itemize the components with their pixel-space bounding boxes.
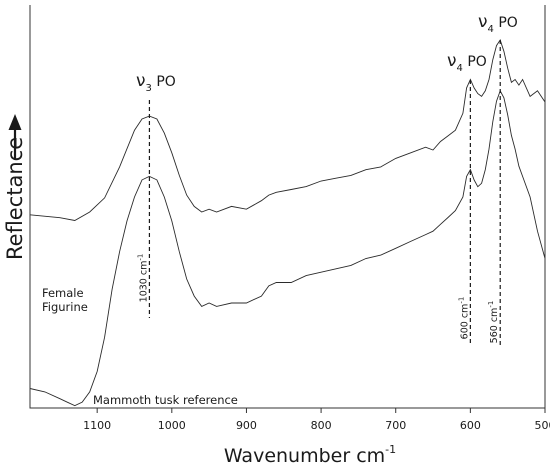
peak-wavenumber-sup: -1 — [136, 254, 144, 261]
x-axis-ticks: 1100 1000 900 800 700 600 500 — [83, 408, 550, 432]
plot-frame — [29, 5, 546, 409]
series-mammoth-tusk-line — [29, 89, 546, 407]
peak-band-label: ν4 PO — [478, 12, 518, 35]
peak-wavenumber-label: 560 cm-1 — [487, 301, 500, 344]
peak-band-subscript: 4 — [457, 63, 463, 74]
peak-band-group: PO — [494, 15, 518, 31]
peak-wavenumber-label: 600 cm-1 — [457, 297, 470, 340]
x-axis-title-text: Wavenumber cm — [224, 445, 385, 467]
x-axis-title: Wavenumber cm-1 — [224, 443, 396, 467]
y-axis-arrow — [8, 114, 22, 160]
x-tick-label: 1000 — [158, 419, 186, 432]
peak-band-label: ν4 PO — [447, 51, 487, 74]
peak-wavenumber-sup: -1 — [457, 297, 465, 304]
peak-band-subscript: 4 — [488, 24, 494, 35]
peak-band-label: ν3 PO — [136, 71, 176, 94]
x-tick-label: 500 — [535, 419, 550, 432]
peak-band-group: PO — [463, 54, 487, 70]
x-tick-label: 800 — [311, 419, 332, 432]
series-label-female-figurine: Female Figurine — [42, 286, 88, 314]
peak-wavenumber-sup: -1 — [487, 301, 495, 308]
peak-band-subscript: 3 — [146, 83, 152, 94]
peak-wavenumber-value: 1030 cm — [138, 261, 149, 303]
series-female-figurine-line — [29, 38, 546, 221]
plot-area — [29, 38, 546, 407]
x-axis-title-sup: -1 — [385, 443, 396, 456]
x-tick-label: 1100 — [83, 419, 111, 432]
x-tick-label: 600 — [460, 419, 481, 432]
series-label-female-line1: Female — [42, 286, 84, 300]
series-label-mammoth-tusk: Mammoth tusk reference — [93, 393, 238, 407]
peak-band-symbol: ν — [447, 51, 457, 71]
series-label-female-line2: Figurine — [42, 300, 88, 314]
x-tick-label: 900 — [236, 419, 257, 432]
peak-band-symbol: ν — [136, 71, 146, 91]
peak-wavenumber-value: 560 cm — [489, 308, 500, 344]
x-tick-label: 700 — [385, 419, 406, 432]
peak-band-group: PO — [152, 74, 176, 90]
peak-wavenumber-value: 600 cm — [459, 304, 470, 340]
peak-wavenumber-label: 1030 cm-1 — [136, 254, 149, 303]
peak-band-symbol: ν — [478, 12, 488, 32]
